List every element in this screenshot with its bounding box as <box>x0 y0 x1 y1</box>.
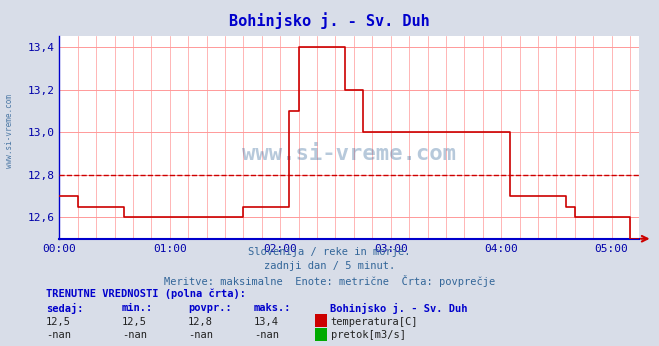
Text: sedaj:: sedaj: <box>46 303 84 314</box>
Text: min.:: min.: <box>122 303 153 313</box>
Text: Bohinjsko j. - Sv. Duh: Bohinjsko j. - Sv. Duh <box>229 12 430 29</box>
Text: povpr.:: povpr.: <box>188 303 231 313</box>
Text: Slovenija / reke in morje.: Slovenija / reke in morje. <box>248 247 411 257</box>
Text: 12,5: 12,5 <box>122 317 147 327</box>
Text: TRENUTNE VREDNOSTI (polna črta):: TRENUTNE VREDNOSTI (polna črta): <box>46 289 246 299</box>
Text: -nan: -nan <box>254 330 279 340</box>
Text: temperatura[C]: temperatura[C] <box>331 317 418 327</box>
Text: Bohinjsko j. - Sv. Duh: Bohinjsko j. - Sv. Duh <box>330 303 467 314</box>
Text: Meritve: maksimalne  Enote: metrične  Črta: povprečje: Meritve: maksimalne Enote: metrične Črta… <box>164 275 495 287</box>
Text: zadnji dan / 5 minut.: zadnji dan / 5 minut. <box>264 261 395 271</box>
Text: www.si-vreme.com: www.si-vreme.com <box>243 144 456 164</box>
Text: pretok[m3/s]: pretok[m3/s] <box>331 330 406 340</box>
Text: -nan: -nan <box>188 330 213 340</box>
Text: maks.:: maks.: <box>254 303 291 313</box>
Text: 12,8: 12,8 <box>188 317 213 327</box>
Text: -nan: -nan <box>122 330 147 340</box>
Text: -nan: -nan <box>46 330 71 340</box>
Text: 12,5: 12,5 <box>46 317 71 327</box>
Text: 13,4: 13,4 <box>254 317 279 327</box>
Text: www.si-vreme.com: www.si-vreme.com <box>5 94 14 169</box>
